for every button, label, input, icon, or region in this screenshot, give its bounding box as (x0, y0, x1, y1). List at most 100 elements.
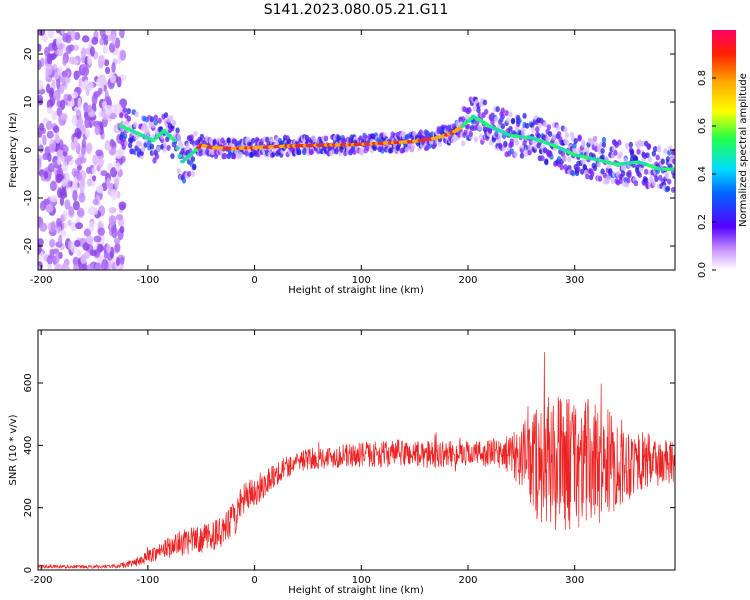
spectrogram-energy-blob (185, 142, 191, 149)
spectrogram-noise-blob (106, 177, 111, 190)
spectrogram-energy-blob (633, 180, 639, 187)
spectrogram-energy-blob (250, 137, 256, 144)
spectrogram-energy-blob (468, 131, 473, 138)
spectrogram-noise-blob (70, 30, 76, 41)
spectrogram-noise-blob (92, 175, 97, 182)
spectrogram-energy-blob (559, 164, 564, 171)
chart-title: S141.2023.080.05.21.G11 (263, 2, 449, 18)
spectrogram-noise-blob (72, 91, 79, 99)
spectrogram-noise-blob (110, 224, 117, 234)
spectrogram-energy-blob (651, 150, 657, 157)
spectrogram-noise-blob (113, 238, 121, 245)
spectrogram-energy-blob (519, 152, 525, 159)
spectrogram-energy-blob (522, 112, 527, 119)
spectrogram-noise-blob (118, 30, 124, 37)
spectrogram-noise-blob (109, 74, 117, 84)
spectrogram-energy-blob (610, 178, 616, 185)
snr-y-tick-label: 400 (23, 436, 34, 455)
spectrogram-noise-blob (46, 130, 54, 139)
spectrogram-energy-blob (168, 115, 174, 122)
spectrogram-noise-blob (56, 174, 65, 182)
spectrogram-energy-blob (647, 156, 653, 163)
spectrogram-energy-blob (596, 161, 602, 168)
spectrogram-noise-blob (102, 44, 108, 54)
spectrogram-noise-blob (72, 200, 80, 211)
spectrogram-noise-blob (38, 43, 42, 52)
spectrogram-noise-blob (60, 229, 67, 237)
spectrogram-energy-blob (199, 133, 205, 140)
spectrogram-energy-blob (563, 126, 568, 133)
spectrogram-noise-blob (106, 30, 111, 35)
spectrogram-x-tick-label: -100 (137, 275, 160, 286)
spectrogram-noise-blob (77, 97, 82, 110)
spectrogram-energy-blob (181, 177, 187, 184)
spectrogram-noise-blob (101, 33, 109, 41)
spectrogram-energy-blob (119, 112, 124, 119)
spectrogram-energy-blob (567, 156, 572, 163)
spectrogram-noise-blob (89, 46, 95, 57)
spectrogram-energy-blob (627, 169, 632, 176)
spectrogram-noise-blob (92, 198, 99, 206)
spectrogram-noise-blob (80, 255, 87, 265)
spectrogram-energy-blob (418, 129, 424, 136)
spectrogram-energy-blob (490, 119, 495, 126)
spectrogram-noise-blob (114, 37, 121, 49)
spectrogram-energy-blob (597, 175, 603, 182)
spectrogram-energy-blob (503, 141, 508, 148)
spectrogram-noise-blob (39, 122, 45, 131)
spectrogram-energy-blob (617, 139, 622, 146)
spectrogram-noise-blob (71, 168, 79, 177)
spectrogram-noise-blob (43, 170, 49, 180)
colorbar-tick-label: 0.8 (697, 70, 708, 86)
spectrogram-noise-blob (56, 107, 63, 117)
snr-marks (38, 351, 675, 570)
spectrogram-noise-blob (92, 154, 98, 166)
spectrogram-noise-blob (113, 124, 119, 134)
spectrogram-ridge-point (177, 154, 183, 158)
spectrogram-energy-blob (244, 150, 249, 157)
spectrogram-noise-blob (114, 242, 121, 253)
spectrogram-noise-blob (108, 215, 117, 226)
spectrogram-energy-blob (122, 107, 128, 114)
spectrogram-noise-blob (42, 117, 49, 124)
spectrogram-energy-blob (646, 143, 651, 150)
spectrogram-energy-blob (643, 177, 649, 184)
spectrogram-energy-blob (176, 134, 182, 141)
spectrogram-noise-blob (54, 252, 60, 264)
spectrogram-noise-blob (73, 44, 80, 51)
spectrogram-noise-blob (56, 42, 65, 50)
spectrogram-energy-blob (494, 116, 499, 123)
spectrogram-energy-blob (138, 140, 143, 147)
spectrogram-energy-blob (572, 142, 577, 149)
spectrogram-energy-blob (162, 141, 167, 148)
spectrogram-noise-blob (56, 264, 63, 270)
spectrogram-noise-blob (115, 256, 121, 267)
spectrogram-noise-blob (62, 56, 67, 66)
colorbar-tick-label: 0.2 (697, 214, 708, 230)
spectrogram-energy-blob (531, 126, 536, 133)
spectrogram-ridge-point (670, 167, 675, 171)
colorbar-tick-label: 0.0 (697, 262, 708, 278)
spectrogram-energy-blob (149, 143, 155, 150)
spectrogram-energy-blob (640, 140, 645, 147)
spectrogram-energy-blob (145, 130, 151, 137)
spectrogram-energy-blob (651, 180, 657, 187)
spectrogram-energy-blob (585, 173, 590, 180)
colorbar-tick-label: 0.4 (697, 166, 708, 182)
spectrogram-energy-blob (133, 121, 138, 128)
spectrogram-energy-blob (517, 117, 522, 124)
spectrogram-energy-blob (592, 135, 598, 142)
spectrogram-noise-blob (119, 49, 127, 61)
spectrogram-energy-blob (660, 158, 666, 165)
spectrogram-energy-blob (126, 108, 132, 115)
spectrogram-noise-blob (65, 173, 71, 181)
spectrogram-noise-blob (38, 144, 44, 153)
spectrogram-energy-blob (667, 178, 672, 185)
spectrogram-x-tick-label: 0 (251, 275, 257, 286)
spectrogram-energy-blob (500, 107, 505, 114)
spectrogram-y-tick-label: 0 (23, 147, 34, 153)
snr-y-tick-label: 200 (23, 498, 34, 517)
spectrogram-energy-blob (410, 143, 416, 150)
spectrogram-energy-blob (222, 153, 228, 160)
